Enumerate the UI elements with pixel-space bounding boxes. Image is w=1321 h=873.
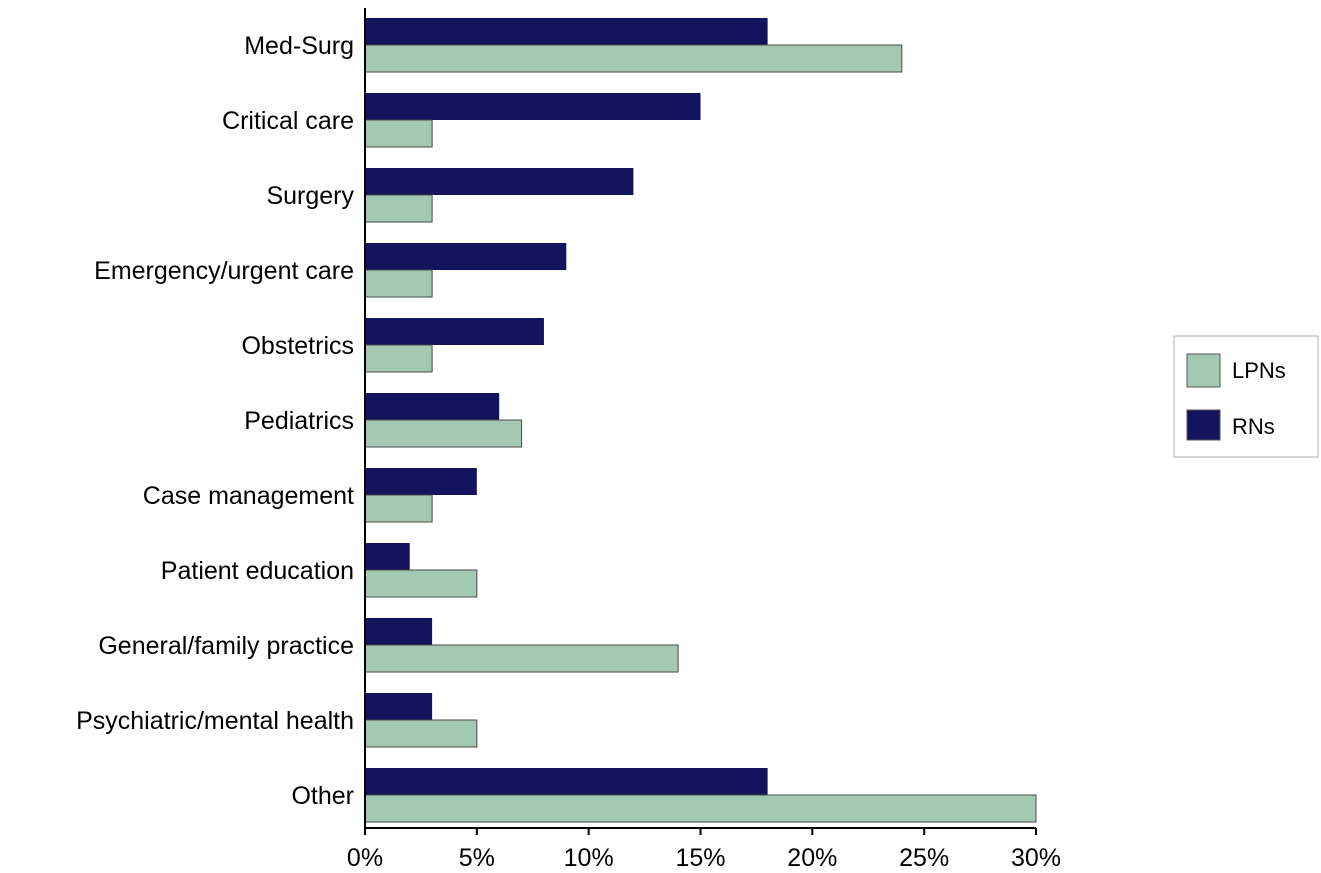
bar-rns-emergency-urgent-care: [365, 243, 567, 270]
x-axis-ticks: 0% 5% 10% 15% 20% 25% 30%: [347, 828, 1061, 872]
bar-rns-general-family-practice: [365, 618, 433, 645]
legend-swatch-rns: [1186, 409, 1221, 441]
bar-lpns-case-management: [364, 494, 433, 523]
bar-rns-pediatrics: [365, 393, 500, 420]
x-tick-label: 30%: [1011, 844, 1061, 872]
bar-lpns-pediatrics: [364, 419, 523, 448]
category-label-patient-education: Patient education: [161, 557, 354, 585]
legend-swatch-lpns: [1186, 353, 1221, 388]
legend-label-lpns: LPNs: [1232, 358, 1286, 383]
bar-lpns-obstetrics: [364, 344, 433, 373]
category-label-case-management: Case management: [143, 482, 354, 510]
category-label-med-surg: Med-Surg: [244, 32, 354, 60]
bar-lpns-psychiatric-mental-health: [364, 719, 478, 748]
bar-lpns-surgery: [364, 194, 433, 223]
x-tick-label: 20%: [787, 844, 837, 872]
category-label-pediatrics: Pediatrics: [244, 407, 354, 435]
category-label-critical-care: Critical care: [222, 107, 354, 135]
category-label-psychiatric-mental-health: Psychiatric/mental health: [76, 707, 354, 735]
category-label-obstetrics: Obstetrics: [241, 332, 354, 360]
bar-rns-case-management: [365, 468, 477, 495]
x-tick-label: 5%: [459, 844, 495, 872]
category-label-emergency-urgent-care: Emergency/urgent care: [94, 257, 354, 285]
x-tick-label: 10%: [564, 844, 614, 872]
bar-lpns-general-family-practice: [364, 644, 679, 673]
bar-lpns-patient-education: [364, 569, 478, 598]
x-tick-label: 25%: [899, 844, 949, 872]
legend: LPNs RNs: [1173, 335, 1319, 458]
category-label-other: Other: [291, 782, 354, 810]
bar-rns-critical-care: [365, 93, 701, 120]
category-labels: Med-Surg Critical care Surgery Emergency/ur…: [76, 32, 354, 810]
x-tick-label: 0%: [347, 844, 383, 872]
bar-rns-psychiatric-mental-health: [365, 693, 433, 720]
bar-lpns-other: [364, 794, 1037, 823]
bar-rns-surgery: [365, 168, 634, 195]
bar-lpns-critical-care: [364, 119, 433, 148]
bars-layer: [364, 18, 1037, 823]
legend-label-rns: RNs: [1232, 414, 1275, 439]
category-label-general-family-practice: General/family practice: [98, 632, 354, 660]
bar-rns-patient-education: [365, 543, 410, 570]
category-label-surgery: Surgery: [266, 182, 354, 210]
bar-rns-other: [365, 768, 768, 795]
bar-rns-obstetrics: [365, 318, 544, 345]
x-tick-label: 15%: [675, 844, 725, 872]
bar-lpns-med-surg: [364, 44, 903, 73]
bar-lpns-emergency-urgent-care: [364, 269, 433, 298]
bar-rns-med-surg: [365, 18, 768, 45]
